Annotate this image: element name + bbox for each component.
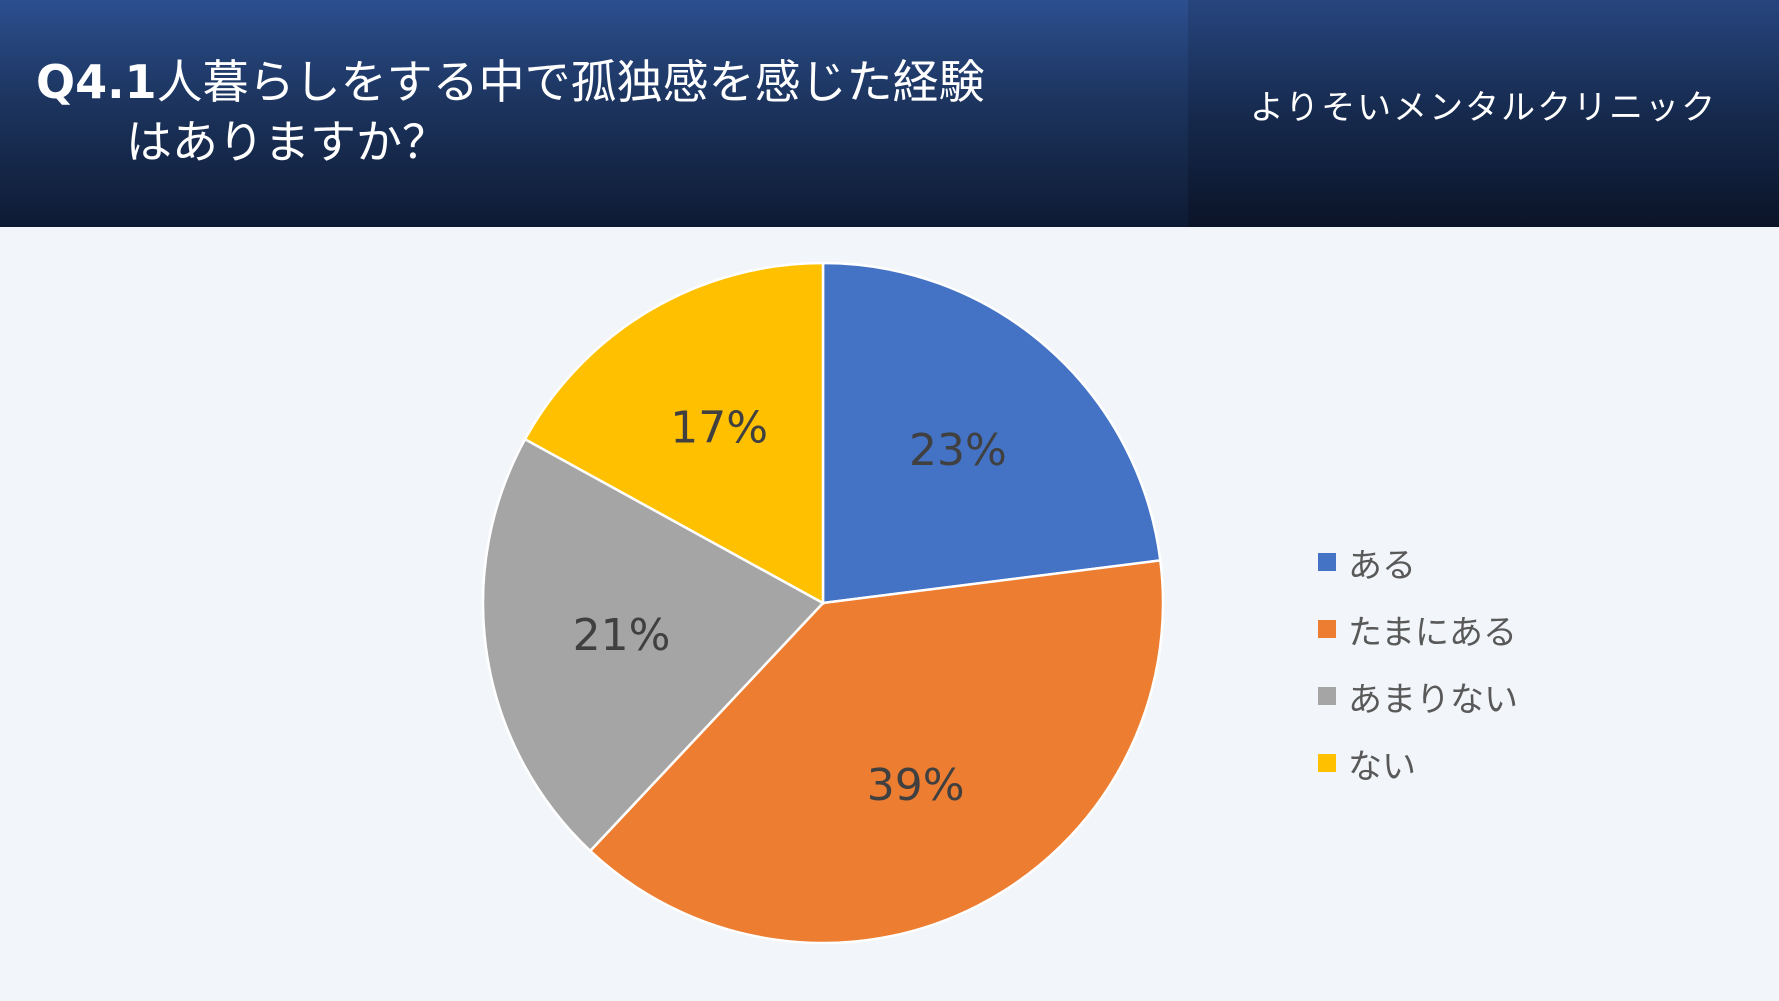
data-label-3: 21% bbox=[573, 610, 671, 661]
clinic-panel: よりそいメンタルクリニック bbox=[1188, 0, 1779, 227]
legend-item-3: あまりない bbox=[1318, 679, 1518, 720]
pie-chart: 23% 39% 21% 17% bbox=[481, 261, 1165, 945]
chart-legend: あるたまにあるあまりないない bbox=[1318, 545, 1518, 813]
data-label-2: 39% bbox=[867, 760, 965, 811]
clinic-name: よりそいメンタルクリニック bbox=[1249, 88, 1718, 128]
legend-label: あまりない bbox=[1348, 679, 1518, 720]
pie-slice-2 bbox=[588, 558, 1165, 945]
legend-label: ある bbox=[1348, 545, 1416, 586]
pie-slice-1 bbox=[821, 261, 1162, 605]
chart-area: 23% 39% 21% 17% あるたまにあるあまりないない bbox=[0, 227, 1779, 1001]
title-line-1: 人暮らしをする中で孤独感を感じた経験 bbox=[156, 55, 985, 109]
legend-item-4: ない bbox=[1318, 746, 1518, 787]
page-title: Q4.1人暮らしをする中で孤独感を感じた経験 はありますか？ bbox=[36, 52, 1156, 172]
legend-item-2: たまにある bbox=[1318, 612, 1518, 653]
data-label-1: 23% bbox=[909, 425, 1007, 476]
legend-label: たまにある bbox=[1348, 612, 1517, 653]
pie-slice-4 bbox=[523, 261, 825, 606]
legend-swatch bbox=[1318, 553, 1336, 571]
legend-swatch bbox=[1318, 754, 1336, 772]
legend-swatch bbox=[1318, 620, 1336, 638]
legend-item-1: ある bbox=[1318, 545, 1518, 586]
title-line-2: はありますか？ bbox=[126, 115, 448, 169]
pie-slice-3 bbox=[481, 437, 826, 853]
data-label-4: 17% bbox=[670, 402, 768, 453]
title-panel: Q4.1人暮らしをする中で孤独感を感じた経験 はありますか？ bbox=[0, 0, 1188, 227]
question-number: Q4.1 bbox=[36, 55, 157, 109]
legend-swatch bbox=[1318, 687, 1336, 705]
header: Q4.1人暮らしをする中で孤独感を感じた経験 はありますか？ よりそいメンタルク… bbox=[0, 0, 1779, 227]
legend-label: ない bbox=[1348, 746, 1416, 787]
